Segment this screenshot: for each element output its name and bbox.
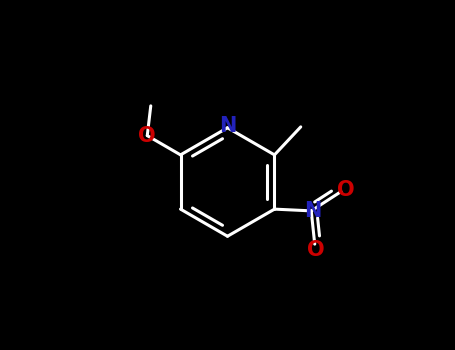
Text: N: N: [219, 116, 236, 136]
Text: O: O: [307, 240, 324, 260]
Text: N: N: [304, 201, 322, 221]
Text: O: O: [337, 180, 355, 200]
Text: O: O: [138, 126, 156, 146]
